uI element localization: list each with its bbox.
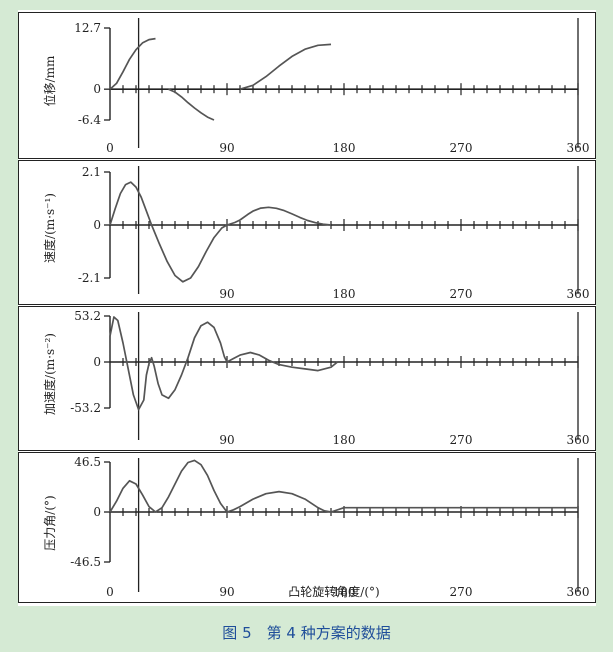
y-axis-title-1: 位移/mm [42,55,57,106]
x-tick-label-1-270: 270 [450,141,473,155]
subplot-frame-1 [18,12,596,159]
chart-svg: 12.7 0 -6.4 0 90 180 270 360 位移/mm 2.1 0 -2.1 90 180 2… [18,12,596,603]
series-line-1-2 [168,88,215,121]
x-tick-label-2-360: 360 [567,287,590,301]
x-tick-label-4-270: 270 [450,585,473,599]
figure-caption: 图 5 第 4 种方案的数据 [222,624,391,642]
y-axis-title-2: 速度/(m·s⁻¹) [42,193,57,263]
y-tick-label-4-2: 0 [93,505,101,519]
x-tick-label-3-360: 360 [567,433,590,447]
x-tick-label-2-90: 90 [219,287,234,301]
y-tick-label-3-1: 53.2 [74,309,101,323]
x-tick-label-2-270: 270 [450,287,473,301]
x-tick-label-1-0: 0 [106,141,114,155]
x-tick-label-1-180: 180 [333,141,356,155]
y-tick-label-3-2: 0 [93,355,101,369]
series-line-2-1 [109,181,332,283]
series-line-1-1 [109,37,156,90]
x-tick-label-1-90: 90 [219,141,234,155]
series-line-3-1 [109,316,339,411]
y-tick-label-4-1: 46.5 [74,455,101,469]
x-tick-label-3-180: 180 [333,433,356,447]
subplot-frame-2 [18,160,596,305]
y-tick-label-2-3: -2.1 [78,271,101,285]
x-axis-title: 凸轮旋转角度/(°) [288,584,379,599]
x-tick-label-4-90: 90 [219,585,234,599]
x-tick-label-1-360: 360 [567,141,590,155]
y-tick-label-1-2: 0 [93,82,101,96]
x-tick-label-4-180: 180 [333,585,356,599]
series-line-1-3 [239,43,332,91]
y-axis-title-3: 加速度/(m·s⁻²) [42,333,57,415]
figure-panel: 12.7 0 -6.4 0 90 180 270 360 位移/mm 2.1 0 -2.1 90 180 2… [18,10,596,606]
series-line-4-1 [109,459,578,513]
y-tick-label-4-3: -46.5 [70,555,101,569]
y-tick-label-3-3: -53.2 [70,401,101,415]
subplot-frame-4 [18,452,596,603]
subplot-frame-3 [18,306,596,451]
x-tick-label-3-90: 90 [219,433,234,447]
y-tick-label-2-1: 2.1 [82,165,101,179]
y-tick-label-1-1: 12.7 [74,21,101,35]
x-tick-label-2-180: 180 [333,287,356,301]
x-tick-label-3-270: 270 [450,433,473,447]
y-axis-title-4: 压力角/(°) [43,495,57,550]
y-tick-label-2-2: 0 [93,218,101,232]
y-tick-label-1-3: -6.4 [78,113,102,127]
x-tick-label-4-0: 0 [106,585,114,599]
x-tick-label-4-360: 360 [567,585,590,599]
